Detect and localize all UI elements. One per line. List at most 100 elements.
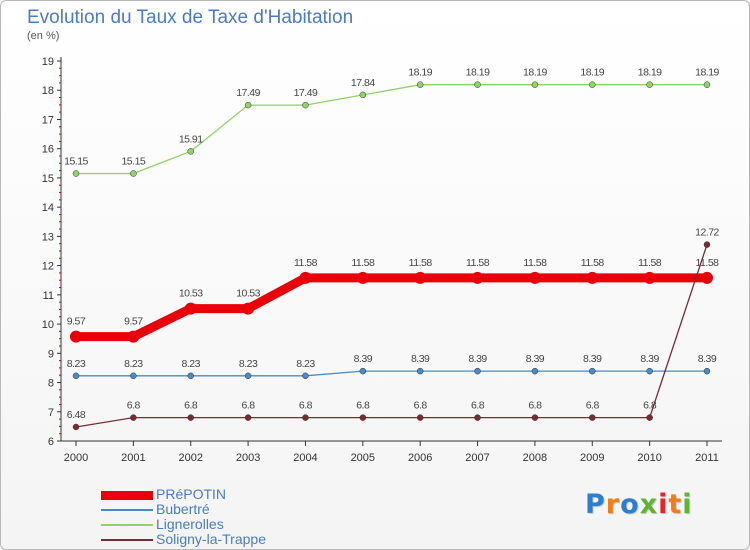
data-label: 6.8 [414, 400, 428, 412]
data-label: 17.49 [236, 87, 260, 99]
logo-letter: t [668, 489, 683, 520]
series-line [71, 273, 712, 342]
chart-title: Evolution du Taux de Taxe d'Habitation [27, 7, 354, 28]
logo-letter: r [605, 489, 621, 520]
y-tick-label: 17 [42, 114, 54, 126]
data-point [646, 81, 653, 88]
data-label: 8.39 [468, 353, 487, 365]
data-point [646, 414, 653, 421]
x-tick-label: 2011 [695, 452, 719, 464]
data-label: 11.58 [581, 257, 605, 269]
data-point [586, 271, 599, 284]
data-label: 6.8 [528, 400, 542, 412]
data-point [244, 414, 252, 421]
logo-letter: o [620, 489, 640, 520]
data-point [356, 271, 369, 284]
data-point [703, 81, 711, 88]
y-tick-label: 13 [42, 231, 54, 243]
y-tick-label: 19 [42, 56, 54, 68]
chart-unit: (en %) [27, 30, 60, 42]
legend-swatch [101, 490, 153, 500]
data-point [589, 414, 596, 421]
data-point [646, 367, 653, 375]
data-point [299, 271, 312, 284]
data-point [244, 372, 252, 380]
y-tick-label: 6 [48, 436, 54, 448]
data-point [643, 271, 656, 284]
data-label: 18.19 [466, 67, 490, 79]
data-label: 6.48 [67, 409, 86, 421]
data-label: 11.58 [638, 257, 662, 269]
data-point [130, 170, 137, 177]
series-line [75, 370, 708, 377]
data-label: 8.39 [698, 353, 717, 365]
data-label: 18.19 [408, 67, 432, 79]
x-tick-label: 2008 [523, 452, 547, 464]
data-point [359, 367, 367, 375]
data-label: 6.8 [356, 400, 370, 412]
data-label: 8.23 [239, 358, 258, 370]
data-label: 6.8 [299, 400, 313, 412]
legend-label: Lignerolles [156, 516, 224, 532]
x-tick-label: 2010 [637, 452, 661, 464]
data-point [474, 367, 481, 375]
y-tick-label: 11 [43, 290, 54, 302]
x-tick-label: 2009 [580, 452, 604, 464]
series-line [75, 243, 708, 428]
data-point [187, 148, 194, 155]
data-label: 12.72 [695, 227, 719, 239]
data-point [531, 414, 539, 421]
data-point [359, 414, 367, 421]
y-tick-label: 9 [48, 348, 54, 360]
data-point [130, 414, 137, 421]
data-point [471, 271, 484, 284]
logo-letter: x [639, 489, 659, 520]
data-label: 11.58 [523, 257, 547, 269]
logo-letter: P [585, 489, 606, 520]
data-point [244, 101, 252, 109]
data-label: 6.8 [127, 400, 141, 412]
data-point [187, 372, 194, 380]
x-tick-label: 2003 [236, 452, 260, 464]
data-label: 6.8 [242, 400, 256, 412]
data-point [531, 81, 539, 88]
data-point [528, 271, 541, 284]
data-label: 8.23 [67, 358, 86, 370]
data-point [127, 330, 140, 343]
data-label: 6.8 [184, 400, 198, 412]
legend-swatch [101, 509, 153, 511]
data-label: 6.8 [471, 400, 485, 412]
data-label: 8.39 [411, 353, 430, 365]
legend-label: Bubertré [156, 501, 210, 517]
data-point [72, 170, 80, 177]
series-2: 15.15 15.15 15.91 17.49 17.49 17.84 18.19 18.19… [64, 67, 720, 177]
data-point [701, 271, 713, 284]
data-point [416, 367, 424, 375]
data-label: 18.19 [580, 67, 604, 79]
data-point [474, 81, 481, 88]
data-label: 8.23 [296, 358, 315, 370]
data-point [703, 241, 711, 248]
data-label: 8.23 [124, 358, 143, 370]
data-point [589, 81, 596, 88]
series-1: 8.23 8.23 8.23 8.23 8.23 8.39 8.39 8.39 8.39 8.39… [67, 353, 717, 380]
x-tick-label: 2005 [351, 452, 375, 464]
data-label: 15.15 [64, 156, 88, 168]
data-point [70, 330, 82, 343]
data-label: 8.39 [354, 353, 373, 365]
x-tick-label: 2002 [178, 452, 202, 464]
data-point [703, 367, 711, 375]
data-label: 9.57 [124, 316, 143, 328]
data-label: 11.58 [409, 257, 433, 269]
data-label: 8.39 [583, 353, 602, 365]
y-tick-label: 14 [42, 202, 54, 214]
proxiti-logo: Proxiti [585, 489, 693, 520]
data-label: 11.58 [466, 257, 490, 269]
data-point [359, 91, 367, 99]
data-point [72, 372, 80, 380]
legend-swatch [101, 539, 153, 541]
data-label: 6.8 [643, 400, 657, 412]
data-label: 10.53 [179, 288, 203, 300]
x-tick-label: 2000 [64, 452, 88, 464]
